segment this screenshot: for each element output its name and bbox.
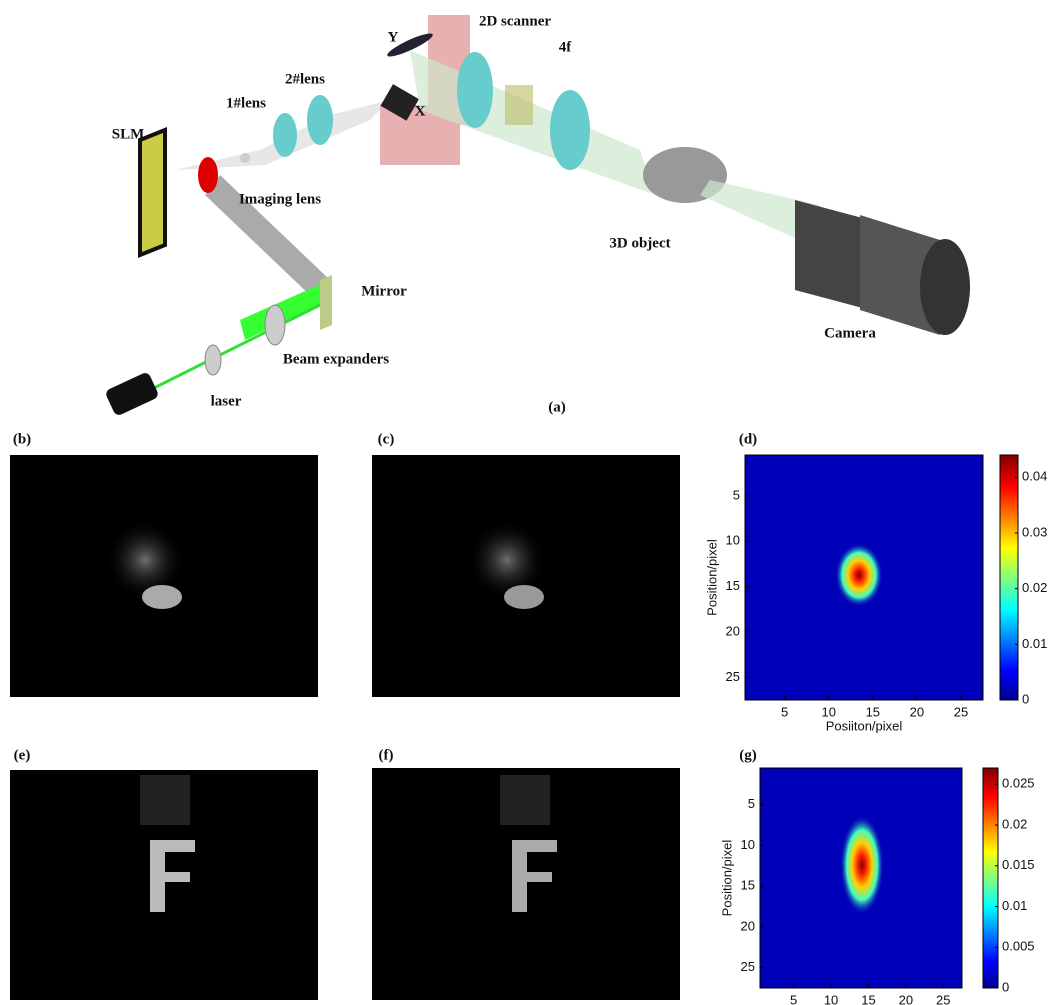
- y-tick-label: 15: [726, 578, 740, 593]
- panel-label: (g): [739, 747, 757, 763]
- y-tick-label: 15: [741, 878, 755, 893]
- colorbar-tick-label: 0: [1022, 691, 1029, 706]
- y-tick-label: 10: [741, 837, 755, 852]
- setup-label: SLM: [112, 126, 145, 142]
- colorbar-tick-label: 0.025: [1002, 776, 1035, 791]
- setup-label: Y: [388, 29, 399, 45]
- setup-drawing: [104, 15, 970, 417]
- laser: [104, 371, 159, 417]
- expander-lens: [265, 305, 285, 345]
- panel-label: (e): [14, 747, 31, 763]
- x-tick-label: 5: [790, 992, 797, 1005]
- panel-label: (c): [378, 431, 395, 447]
- setup-label: X: [415, 103, 426, 119]
- y-tick-label: 25: [741, 959, 755, 974]
- panel-label: (a): [548, 399, 566, 415]
- y-tick-label: 20: [726, 623, 740, 638]
- colorbar-tick-label: 0.015: [1002, 857, 1035, 872]
- x-axis-label: Posiiton/pixel: [826, 718, 903, 733]
- x-tick-label: 10: [822, 704, 836, 719]
- x-tick-label: 10: [824, 992, 838, 1005]
- expander-lens: [205, 345, 221, 375]
- setup-label: laser: [211, 393, 242, 409]
- panel-label: (d): [739, 431, 757, 447]
- figure: 2D scanner Y X 4f 2#lens 1#lens SLM Imaging len…: [0, 0, 1054, 1005]
- pinhole: [240, 153, 250, 163]
- heatmap-d: [745, 455, 1018, 700]
- colorbar-tick-label: 0.005: [1002, 939, 1035, 954]
- y-tick-label: 5: [748, 796, 755, 811]
- image-e: [10, 770, 318, 1000]
- camera-front: [920, 239, 970, 335]
- y-axis-label: Position/pixel: [704, 539, 719, 616]
- setup-label: Imaging lens: [239, 191, 321, 207]
- setup-label: 4f: [559, 39, 573, 55]
- 4f-lens-1: [457, 52, 493, 128]
- lens-1: [273, 113, 297, 157]
- colorbar-tick-label: 0: [1002, 979, 1009, 994]
- x-tick-label: 25: [936, 992, 950, 1005]
- imaging-lens: [198, 157, 218, 193]
- page: body{margin:0;width:1054px;height:1005px…: [0, 0, 1054, 1005]
- colorbar-tick-label: 0.03: [1022, 524, 1047, 539]
- setup-label: 1#lens: [226, 95, 266, 111]
- y-tick-label: 25: [726, 669, 740, 684]
- laser-beam: [130, 300, 330, 400]
- mirror: [320, 275, 332, 330]
- slm: [140, 130, 165, 255]
- image-c: [372, 455, 680, 697]
- setup-label: Mirror: [361, 283, 407, 299]
- x-tick-label: 15: [861, 992, 875, 1005]
- body: {"figure":{ "setup":{"panel":"(a)","labe…: [0, 0, 1054, 1005]
- colorbar-tick-label: 0.04: [1022, 469, 1047, 484]
- image-b: [10, 455, 318, 697]
- setup-label: 2#lens: [285, 71, 325, 87]
- panel-label: (b): [13, 431, 31, 447]
- setup-label: Camera: [824, 325, 876, 341]
- x-tick-label: 20: [899, 992, 913, 1005]
- y-tick-label: 5: [733, 487, 740, 502]
- y-tick-label: 20: [741, 918, 755, 933]
- x-tick-label: 15: [866, 704, 880, 719]
- setup-label: 2D scanner: [479, 13, 551, 29]
- x-tick-label: 25: [954, 704, 968, 719]
- 4f-lens-2: [550, 90, 590, 170]
- setup-label: 3D object: [609, 235, 670, 251]
- camera-body: [795, 200, 870, 310]
- panel-label: (f): [379, 747, 394, 763]
- lens-2: [307, 95, 333, 145]
- y-tick-label: 10: [726, 533, 740, 548]
- x-tick-label: 5: [781, 704, 788, 719]
- image-f: [372, 768, 680, 1000]
- x-tick-label: 20: [910, 704, 924, 719]
- colorbar-tick-label: 0.02: [1002, 816, 1027, 831]
- setup-label: Beam expanders: [283, 351, 389, 367]
- y-axis-label: Position/pixel: [719, 840, 734, 917]
- colorbar-tick-label: 0.02: [1022, 580, 1047, 595]
- heatmap-g: [760, 768, 998, 988]
- colorbar-tick-label: 0.01: [1022, 636, 1047, 651]
- colorbar-tick-label: 0.01: [1002, 898, 1027, 913]
- spot-array: [505, 85, 533, 125]
